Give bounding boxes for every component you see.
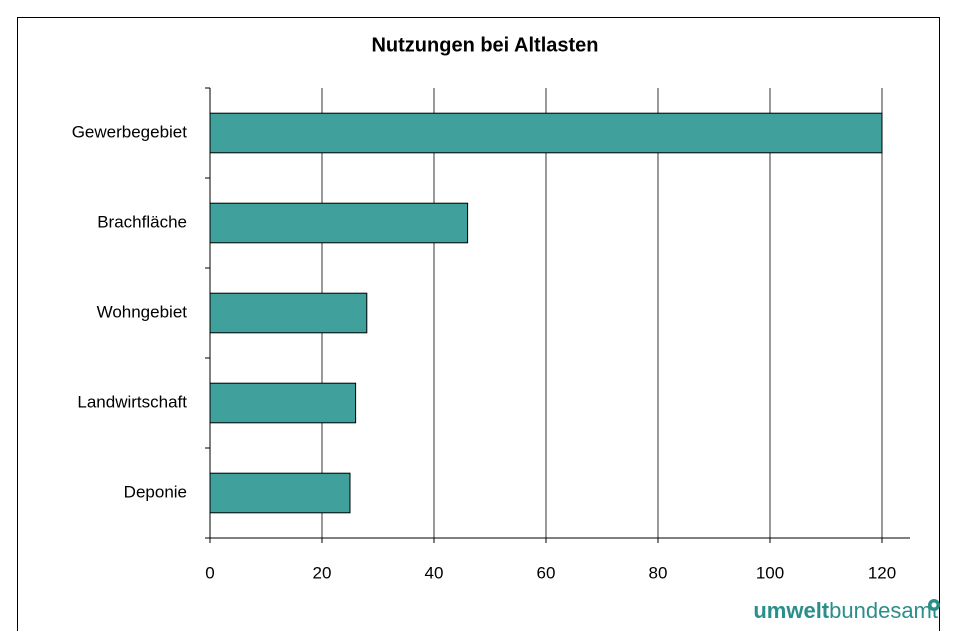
y-tick-label: Gewerbegebiet xyxy=(72,122,188,141)
y-tick-label: Landwirtschaft xyxy=(77,392,187,411)
bar xyxy=(209,382,357,424)
x-tick-label: 80 xyxy=(649,563,668,582)
y-tick-label: Brachfläche xyxy=(97,212,187,231)
logo: umweltbundesamt xyxy=(753,598,938,623)
x-tick-label: 100 xyxy=(756,563,784,582)
bar xyxy=(209,472,351,514)
bar xyxy=(209,112,883,154)
x-tick-label: 20 xyxy=(313,563,332,582)
logo-bold: umwelt xyxy=(753,598,829,623)
chart-frame xyxy=(17,17,940,631)
bar xyxy=(209,202,469,244)
y-tick-label: Deponie xyxy=(124,482,187,501)
x-tick-label: 60 xyxy=(537,563,556,582)
x-tick-label: 40 xyxy=(425,563,444,582)
logo-regular: bundesamt xyxy=(829,598,938,623)
x-tick-label: 0 xyxy=(205,563,214,582)
logo-icon-inner xyxy=(931,602,937,608)
bar xyxy=(209,292,368,334)
y-tick-label: Wohngebiet xyxy=(97,302,188,321)
x-tick-label: 120 xyxy=(868,563,896,582)
chart-title: Nutzungen bei Altlasten xyxy=(371,34,598,56)
